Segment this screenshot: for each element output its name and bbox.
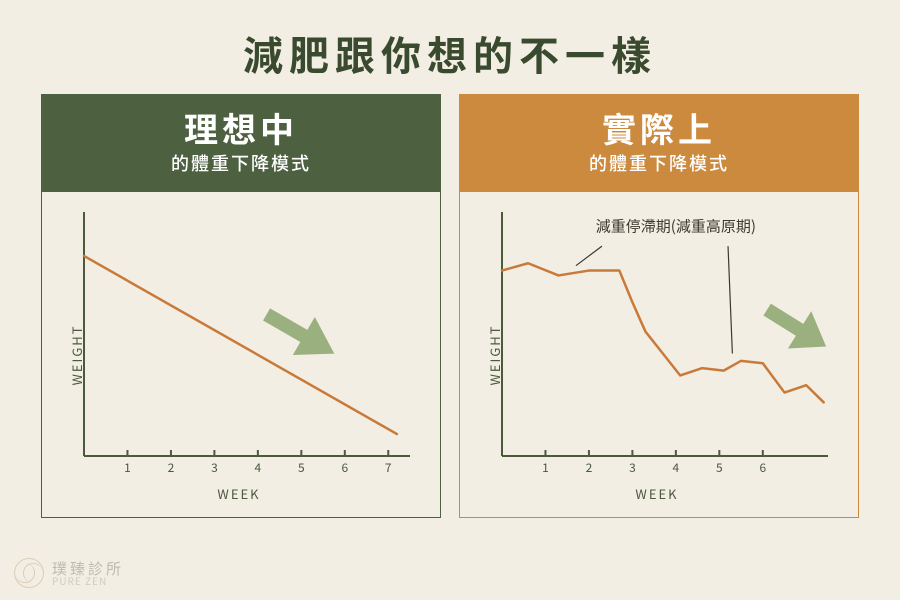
- svg-text:7: 7: [385, 459, 392, 476]
- svg-text:1: 1: [124, 459, 131, 476]
- panel-ideal-title: 理想中: [42, 109, 440, 146]
- svg-text:6: 6: [759, 459, 766, 476]
- panel-reality-header: 實際上 的體重下降模式: [460, 95, 858, 192]
- svg-text:3: 3: [629, 459, 636, 476]
- page-title: 減肥跟你想的不一樣: [0, 0, 900, 94]
- svg-text:1: 1: [542, 459, 549, 476]
- panel-ideal-header: 理想中 的體重下降模式: [42, 95, 440, 192]
- logo-mark-icon: [14, 558, 44, 588]
- panel-ideal-chart: WEIGHT 1 2 3 4 5 6 7 WEEK: [42, 192, 440, 517]
- reality-ylabel: WEIGHT: [485, 324, 504, 385]
- svg-text:4: 4: [255, 459, 262, 476]
- ideal-xlabel: WEEK: [50, 484, 428, 503]
- panel-reality-title: 實際上: [460, 109, 858, 146]
- brand-logo: 璞臻診所 PURE ZEN: [14, 558, 124, 588]
- svg-text:2: 2: [168, 459, 175, 476]
- svg-text:5: 5: [298, 459, 305, 476]
- panel-ideal-subtitle: 的體重下降模式: [42, 150, 440, 176]
- panel-reality-subtitle: 的體重下降模式: [460, 150, 858, 176]
- ideal-chart-svg: 1 2 3 4 5 6 7: [50, 202, 420, 482]
- reality-xlabel: WEEK: [468, 484, 846, 503]
- panel-reality-chart: WEIGHT 1 2 3 4 5 6 減重停滯期(減重高原期) WEEK: [460, 192, 858, 517]
- svg-text:4: 4: [673, 459, 680, 476]
- panel-ideal: 理想中 的體重下降模式 WEIGHT 1 2 3 4 5 6 7 WEEK: [41, 94, 441, 518]
- svg-text:5: 5: [716, 459, 723, 476]
- ideal-ylabel: WEIGHT: [67, 324, 86, 385]
- reality-chart-svg: 1 2 3 4 5 6 減重停滯期(減重高原期): [468, 202, 838, 482]
- panels-row: 理想中 的體重下降模式 WEIGHT 1 2 3 4 5 6 7 WEEK 實際上 的體重下…: [0, 94, 900, 518]
- svg-text:2: 2: [586, 459, 593, 476]
- svg-text:6: 6: [341, 459, 348, 476]
- svg-text:減重停滯期(減重高原期): 減重停滯期(減重高原期): [596, 216, 756, 237]
- svg-text:3: 3: [211, 459, 218, 476]
- panel-reality: 實際上 的體重下降模式 WEIGHT 1 2 3 4 5 6 減重停滯期(減重高原期) WE…: [459, 94, 859, 518]
